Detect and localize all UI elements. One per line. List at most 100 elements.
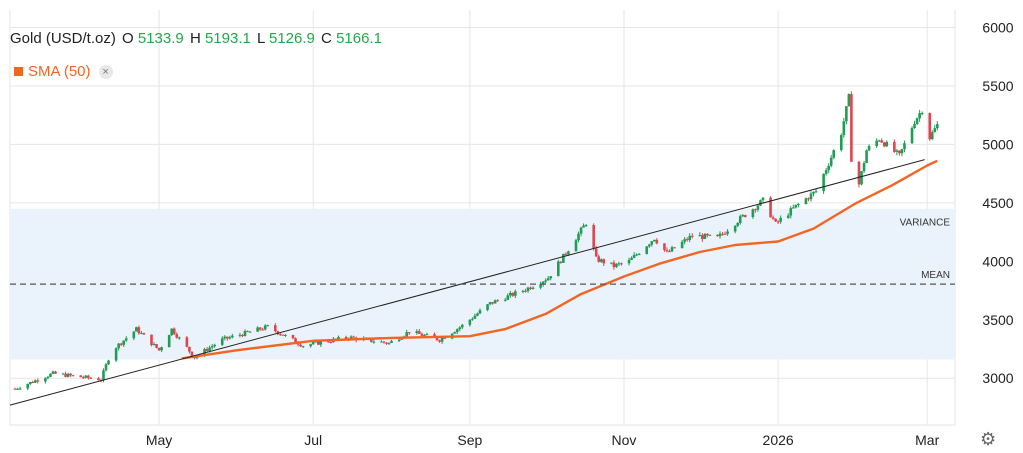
candle-up	[867, 146, 871, 151]
candle-down	[119, 343, 123, 345]
candle-up	[910, 127, 914, 144]
candle-up	[231, 335, 234, 338]
candle-up	[804, 198, 808, 204]
candle-up	[895, 150, 899, 152]
candle-up	[670, 247, 674, 252]
candle-down	[279, 334, 282, 336]
candle-down	[276, 331, 280, 335]
candle-down	[898, 150, 901, 154]
candle-down	[663, 243, 666, 251]
candle-up	[865, 150, 868, 164]
candle-up	[900, 149, 904, 154]
candle-down	[385, 342, 388, 344]
y-tick-label: 5500	[982, 78, 1013, 94]
candle-down	[564, 253, 568, 255]
candle-down	[190, 351, 194, 356]
candle-up	[266, 325, 270, 327]
candle-down	[185, 337, 189, 347]
candle-up	[337, 336, 340, 340]
candle-up	[28, 382, 32, 385]
high-label: H	[189, 30, 201, 47]
candle-up	[539, 284, 542, 288]
candle-down	[274, 325, 277, 332]
candle-up	[920, 113, 924, 115]
candle-down	[597, 256, 601, 262]
candle-up	[18, 388, 22, 390]
candle-down	[13, 388, 17, 390]
candle-up	[544, 280, 547, 282]
candle-down	[685, 239, 689, 241]
candle-up	[842, 121, 846, 136]
candle-down	[31, 382, 35, 384]
sma-legend[interactable]: SMA (50) ×	[14, 63, 113, 80]
candle-up	[160, 347, 163, 351]
low-value: 5126.9	[268, 30, 315, 47]
candle-up	[531, 287, 535, 289]
candle-up	[488, 302, 492, 305]
candle-down	[246, 330, 249, 332]
candle-up	[506, 295, 510, 300]
candle-up	[44, 378, 47, 382]
candle-up	[738, 216, 742, 224]
candle-up	[425, 334, 429, 336]
candle-up	[349, 336, 353, 340]
candle-up	[797, 203, 800, 205]
candle-up	[208, 347, 211, 351]
x-tick-label: Sep	[457, 432, 482, 448]
close-label: C	[321, 30, 332, 47]
candle-up	[61, 373, 65, 375]
y-tick-label: 5000	[982, 136, 1013, 152]
candle-down	[893, 141, 896, 152]
candle-up	[703, 233, 707, 239]
candle-down	[225, 336, 229, 339]
candle-down	[592, 225, 595, 249]
candle-down	[928, 113, 932, 140]
candle-down	[64, 373, 67, 377]
candle-down	[771, 217, 775, 219]
candle-up	[415, 331, 419, 334]
candle-up	[476, 313, 479, 316]
gear-icon[interactable]: ⚙	[980, 429, 997, 449]
candle-up	[726, 231, 729, 234]
candle-down	[511, 292, 515, 296]
candle-up	[584, 225, 588, 227]
candle-down	[594, 248, 598, 257]
candle-up	[397, 339, 401, 341]
y-axis: 3000 3500 4000 4500 5000 5500 6000	[982, 20, 1013, 387]
candle-up	[574, 240, 578, 252]
candle-up	[311, 341, 315, 345]
candle-down	[382, 341, 386, 343]
candle-up	[210, 346, 214, 348]
remove-indicator-close-icon[interactable]: ×	[98, 64, 113, 79]
candle-up	[913, 123, 916, 128]
candle-up	[541, 281, 545, 285]
candle-up	[736, 223, 740, 226]
candle-down	[701, 235, 704, 239]
candle-down	[443, 337, 446, 339]
candle-up	[885, 141, 889, 147]
candle-down	[327, 341, 330, 343]
candle-up	[33, 380, 37, 383]
candle-up	[827, 165, 830, 171]
candle-down	[690, 235, 694, 237]
candle-up	[759, 200, 762, 206]
candle-up	[478, 310, 482, 314]
x-axis: May Jul Sep Nov 2026 Mar	[146, 432, 940, 448]
candle-down	[723, 233, 727, 235]
sma-50-line	[181, 159, 938, 360]
candle-up	[577, 233, 580, 241]
candle-up	[104, 364, 108, 371]
candle-up	[582, 225, 585, 228]
candle-up	[508, 292, 512, 296]
candle-down	[774, 218, 777, 222]
candle-up	[140, 333, 143, 335]
candle-up	[526, 287, 530, 292]
candle-up	[794, 204, 798, 208]
candle-up	[915, 118, 919, 124]
candle-up	[786, 215, 790, 218]
candle-up	[223, 336, 227, 339]
candle-down	[602, 259, 606, 264]
candle-down	[89, 377, 93, 379]
candle-down	[142, 333, 146, 335]
